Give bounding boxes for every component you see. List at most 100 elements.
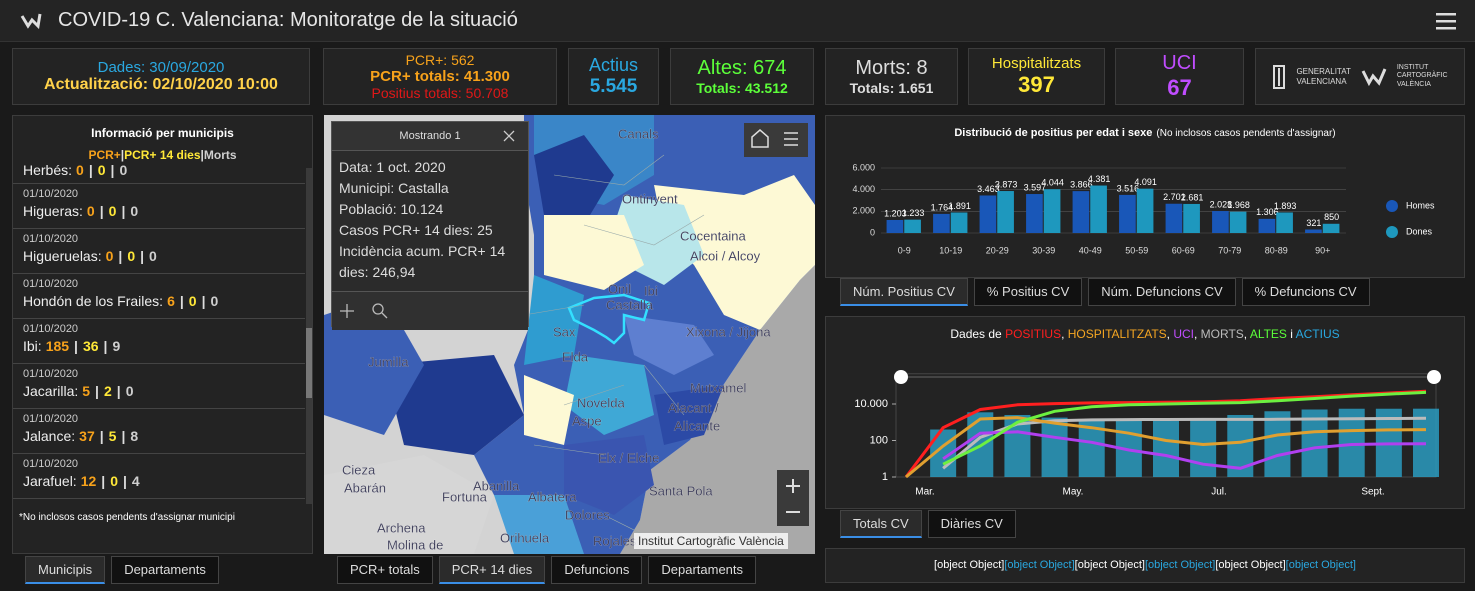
list-item[interactable]: 01/10/2020 Jalance: 37 | 5 | 8 xyxy=(13,409,305,454)
separator: | xyxy=(103,338,108,354)
data-label: 321 xyxy=(1306,218,1321,228)
x-tick-label: 30-39 xyxy=(1032,245,1055,255)
data-label: 4.091 xyxy=(1134,177,1157,187)
bar xyxy=(1258,218,1276,233)
tab[interactable]: Municipis xyxy=(25,556,106,584)
x-tick-label: Mar. xyxy=(915,487,934,498)
close-icon[interactable] xyxy=(503,130,515,142)
separator: | xyxy=(74,338,78,354)
logo-text: CARTOGRÀFIC xyxy=(1396,72,1448,80)
tab[interactable]: Departaments xyxy=(648,556,757,584)
item-date: 01/10/2020 xyxy=(23,233,79,245)
bar xyxy=(1153,420,1179,477)
attribution: Institut Cartogràfic València xyxy=(634,533,788,549)
footer-part: [object Object] xyxy=(934,559,1005,571)
list-item[interactable]: 01/10/2020 Jacarilla: 5 | 2 | 0 xyxy=(13,364,305,409)
bar xyxy=(950,212,968,233)
list-item[interactable]: 01/10/2020 Jarafuel: 12 | 0 | 4 xyxy=(13,454,305,499)
data-label: 2.701 xyxy=(1163,192,1186,202)
kpi-hosp: Hospitalitzats 397 xyxy=(968,48,1105,105)
bar xyxy=(1043,189,1061,233)
tab[interactable]: % Defuncions CV xyxy=(1241,278,1370,306)
map-label: Novelda xyxy=(577,395,625,410)
tab[interactable]: Departaments xyxy=(111,556,219,584)
list-item[interactable]: 01/10/2020 Higueruelas: 0 | 0 | 0 xyxy=(13,229,305,274)
line-panel: Dades de POSITIUS, HOSPITALITZATS, UCI, … xyxy=(825,316,1465,509)
kpi-text: 5.545 xyxy=(589,75,638,97)
tab[interactable]: Núm. Positius CV xyxy=(840,278,968,306)
menu-icon[interactable] xyxy=(1436,12,1456,30)
item-value: 8 xyxy=(130,428,139,444)
tabs: PCR+ totals PCR+ 14 dies Defuncions Departa… xyxy=(337,556,757,584)
data-label: 1.764 xyxy=(931,202,954,212)
item-name: Higueruelas: xyxy=(23,248,102,264)
tabs: Municipis Departaments xyxy=(25,556,219,584)
kpi-text: PCR+: 562 xyxy=(405,51,475,68)
map-canvas[interactable]: Canals Ontinyent Cocentaina Alcoi / Alcoy On… xyxy=(324,115,815,554)
kpi-altes: Altes: 674 Totals: 43.512 xyxy=(670,48,814,105)
item-line: Herbés: 0 | 0 | 0 xyxy=(23,162,295,178)
tab[interactable]: Totals CV xyxy=(840,510,922,538)
kpi-text: UCI xyxy=(1162,52,1197,75)
data-label: 1.306 xyxy=(1256,207,1279,217)
tab[interactable]: Núm. Defuncions CV xyxy=(1088,278,1236,306)
list: Herbés: 0 | 0 | 0 01/10/2020 Higueras: 0 | 0 | 0 01/1… xyxy=(13,162,305,499)
map-label: Sax xyxy=(553,324,576,339)
list-item[interactable]: 01/10/2020 Higueras: 0 | 0 | 0 xyxy=(13,184,305,229)
separator: | xyxy=(200,148,204,162)
data-label: 3.873 xyxy=(995,179,1018,189)
popup-icons[interactable] xyxy=(332,292,412,330)
kpi-text: Altes: 674 xyxy=(697,56,787,79)
bar xyxy=(1041,417,1068,477)
item-value: 6 xyxy=(167,293,175,309)
item-value: 12 xyxy=(80,473,97,489)
x-tick-label: 40-49 xyxy=(1079,245,1102,255)
separator: | xyxy=(121,428,126,444)
title: COVID-19 C. Valenciana: Monitoratge de l… xyxy=(58,9,518,31)
item-value: 0 xyxy=(119,162,128,178)
tab[interactable]: % Positius CV xyxy=(973,278,1083,306)
title-part: MORTS xyxy=(1201,327,1244,341)
line xyxy=(942,430,1427,470)
item-value: 5 xyxy=(108,428,117,444)
legend-swatch xyxy=(1386,200,1398,212)
list-item[interactable]: 01/10/2020 Hondón de los Frailes: 6 | 0 | 0 xyxy=(13,274,305,319)
bar-chart: Distribució de positius per edat i sexe (… xyxy=(852,127,1435,255)
map-label: Canals xyxy=(618,126,659,141)
footer-part: [object Object] xyxy=(1004,559,1075,571)
y-tick-label: 4.000 xyxy=(852,184,875,194)
scroll-thumb[interactable] xyxy=(306,328,312,398)
item-date: 01/10/2020 xyxy=(23,458,79,470)
scrollbar xyxy=(306,168,312,504)
item-name: Jalance: xyxy=(23,428,76,444)
list-item[interactable]: 01/10/2020 Ibi: 185 | 36 | 9 xyxy=(13,319,305,364)
footer: [object Object][object Object][object Ob… xyxy=(825,548,1465,583)
kpi-text: Hospitalitzats xyxy=(991,55,1082,73)
slider-handle[interactable] xyxy=(1427,370,1441,384)
map-label: Aspe xyxy=(572,413,602,428)
bar xyxy=(1276,212,1293,233)
tab[interactable]: Defuncions xyxy=(551,556,643,584)
map-label: Mutxamel xyxy=(690,380,746,395)
tab[interactable]: Diàries CV xyxy=(927,510,1016,538)
item-line: Jarafuel: 12 | 0 | 4 xyxy=(23,473,295,489)
bar xyxy=(1119,194,1136,233)
separator: | xyxy=(121,203,126,219)
x-tick-label: 50-59 xyxy=(1125,245,1148,255)
slider-handle[interactable] xyxy=(894,370,908,384)
title-part: , xyxy=(1244,327,1250,341)
data-label: 3.463 xyxy=(977,184,1000,194)
legend-entry: PCR+ 14 dies xyxy=(124,148,201,162)
kpi-morts: Morts: 8 Totals: 1.651 xyxy=(825,48,958,105)
item-value: 0 xyxy=(149,248,157,264)
tab[interactable]: PCR+ totals xyxy=(337,556,433,584)
y-tick-label: 0 xyxy=(870,227,875,237)
bar xyxy=(1072,191,1090,233)
bar xyxy=(1301,409,1328,477)
data-label: 1.891 xyxy=(948,201,971,211)
item-value: 0 xyxy=(125,383,134,399)
separator: | xyxy=(95,383,99,399)
tab[interactable]: PCR+ 14 dies xyxy=(438,556,546,584)
list-item[interactable]: Herbés: 0 | 0 | 0 xyxy=(13,162,305,184)
title-part: i xyxy=(1287,327,1296,341)
